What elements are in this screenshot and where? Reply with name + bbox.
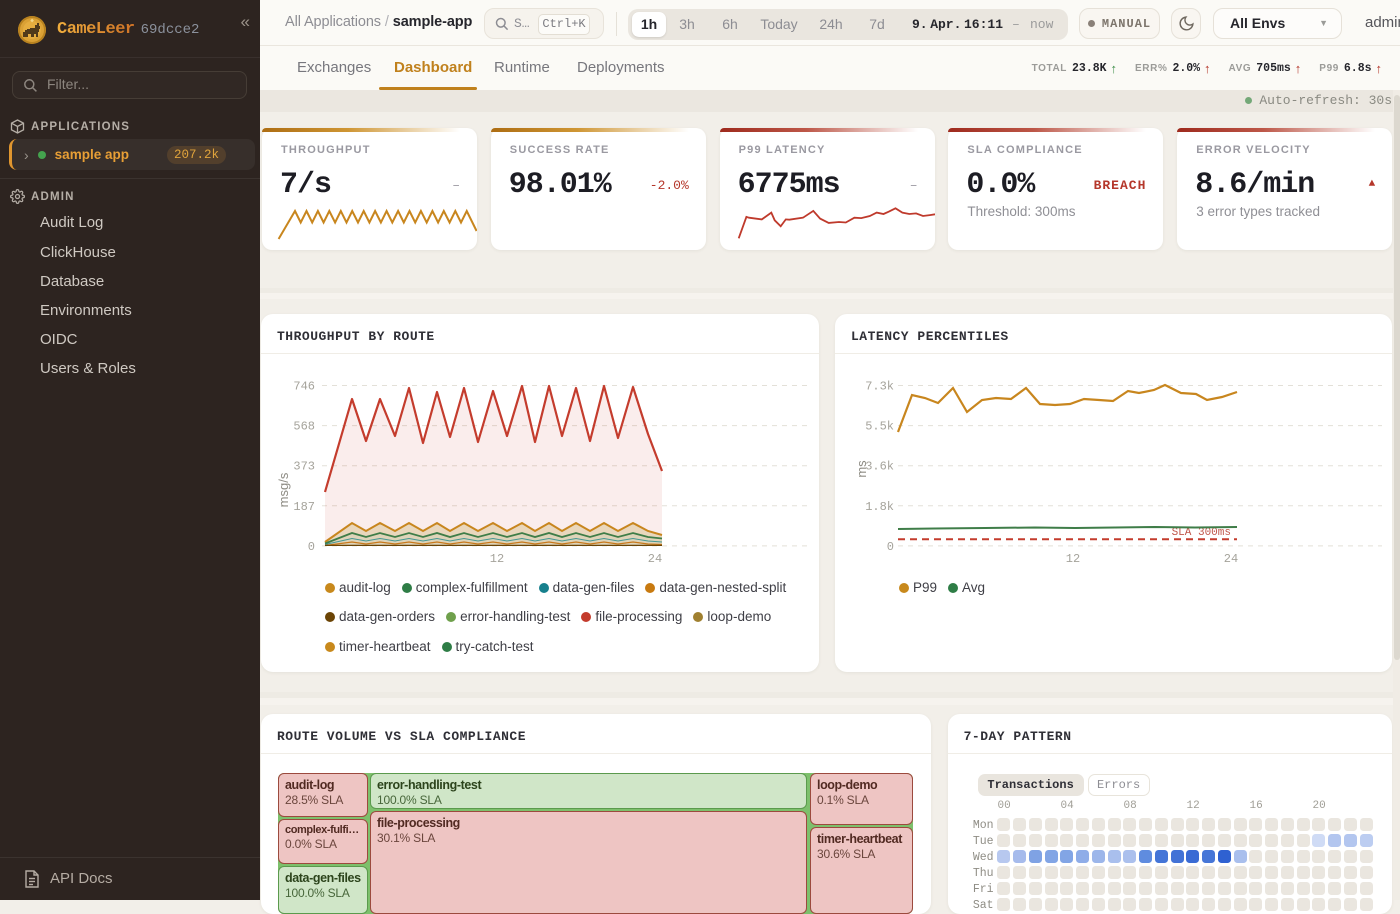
svg-text:568: 568 [293, 420, 315, 434]
svg-text:24: 24 [648, 552, 662, 566]
svg-text:12: 12 [490, 552, 504, 566]
svg-text:0: 0 [308, 540, 315, 554]
svg-text:12: 12 [1066, 552, 1080, 566]
svg-text:0: 0 [887, 540, 894, 554]
svg-text:373: 373 [293, 460, 315, 474]
svg-text:7.3k: 7.3k [865, 380, 894, 394]
svg-text:SLA 300ms: SLA 300ms [1172, 527, 1231, 539]
svg-text:746: 746 [293, 380, 315, 394]
svg-text:5.5k: 5.5k [865, 420, 894, 434]
svg-text:ms: ms [854, 460, 869, 478]
svg-text:24: 24 [1224, 552, 1238, 566]
svg-text:187: 187 [293, 500, 315, 514]
svg-text:3.6k: 3.6k [865, 460, 894, 474]
svg-text:1.8k: 1.8k [865, 500, 894, 514]
svg-text:msg/s: msg/s [276, 472, 291, 507]
